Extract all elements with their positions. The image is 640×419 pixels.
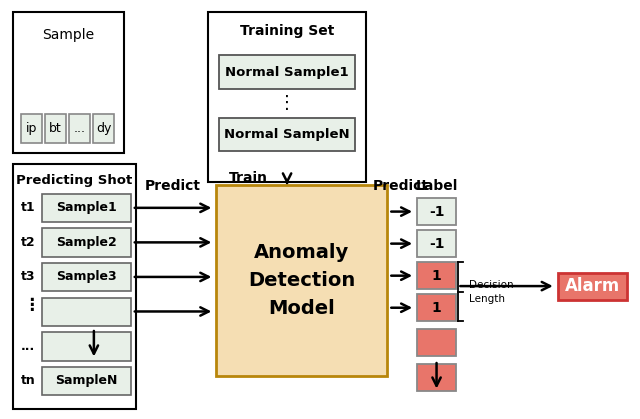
Text: Sample: Sample (42, 28, 94, 41)
FancyBboxPatch shape (220, 118, 355, 151)
Text: ⋮: ⋮ (24, 296, 40, 314)
Text: Predict: Predict (373, 179, 429, 193)
Text: Predict: Predict (145, 179, 201, 193)
Text: t1: t1 (20, 202, 35, 215)
FancyBboxPatch shape (13, 12, 124, 153)
Text: 1: 1 (431, 301, 442, 315)
FancyBboxPatch shape (417, 295, 456, 321)
FancyBboxPatch shape (42, 263, 131, 291)
FancyBboxPatch shape (417, 364, 456, 391)
FancyBboxPatch shape (42, 194, 131, 222)
FancyBboxPatch shape (417, 262, 456, 290)
FancyBboxPatch shape (13, 164, 136, 409)
FancyBboxPatch shape (557, 273, 627, 300)
Text: Sample3: Sample3 (56, 270, 116, 283)
FancyBboxPatch shape (93, 114, 114, 143)
Text: 1: 1 (431, 269, 442, 283)
FancyBboxPatch shape (417, 329, 456, 356)
Text: t3: t3 (20, 270, 35, 283)
Text: ...: ... (21, 340, 35, 353)
Text: Anomaly
Detection
Model: Anomaly Detection Model (248, 243, 355, 318)
Text: Normal Sample1: Normal Sample1 (225, 66, 349, 79)
FancyBboxPatch shape (417, 230, 456, 257)
FancyBboxPatch shape (208, 12, 366, 182)
FancyBboxPatch shape (69, 114, 90, 143)
FancyBboxPatch shape (42, 332, 131, 361)
Text: ⋮: ⋮ (278, 94, 296, 112)
Text: Alarm: Alarm (564, 277, 620, 295)
Text: Predicting Shot: Predicting Shot (17, 174, 132, 187)
Text: Normal SampleN: Normal SampleN (224, 128, 350, 141)
FancyBboxPatch shape (21, 114, 42, 143)
Text: Train: Train (229, 171, 268, 184)
Text: Decision
Length: Decision Length (469, 280, 513, 303)
Text: SampleN: SampleN (55, 375, 118, 388)
Text: -1: -1 (429, 205, 444, 219)
Text: Label: Label (415, 179, 458, 193)
Text: ...: ... (74, 122, 86, 135)
FancyBboxPatch shape (42, 228, 131, 256)
Text: t2: t2 (20, 236, 35, 249)
FancyBboxPatch shape (42, 367, 131, 395)
Text: Training Set: Training Set (240, 24, 334, 38)
Text: Sample2: Sample2 (56, 236, 116, 249)
FancyBboxPatch shape (220, 55, 355, 89)
Text: -1: -1 (429, 237, 444, 251)
FancyBboxPatch shape (417, 198, 456, 225)
FancyBboxPatch shape (42, 298, 131, 326)
Text: dy: dy (96, 122, 111, 135)
Text: bt: bt (49, 122, 62, 135)
Text: ip: ip (26, 122, 37, 135)
Text: tn: tn (20, 375, 35, 388)
FancyBboxPatch shape (216, 184, 387, 376)
FancyBboxPatch shape (45, 114, 66, 143)
Text: Sample1: Sample1 (56, 202, 116, 215)
